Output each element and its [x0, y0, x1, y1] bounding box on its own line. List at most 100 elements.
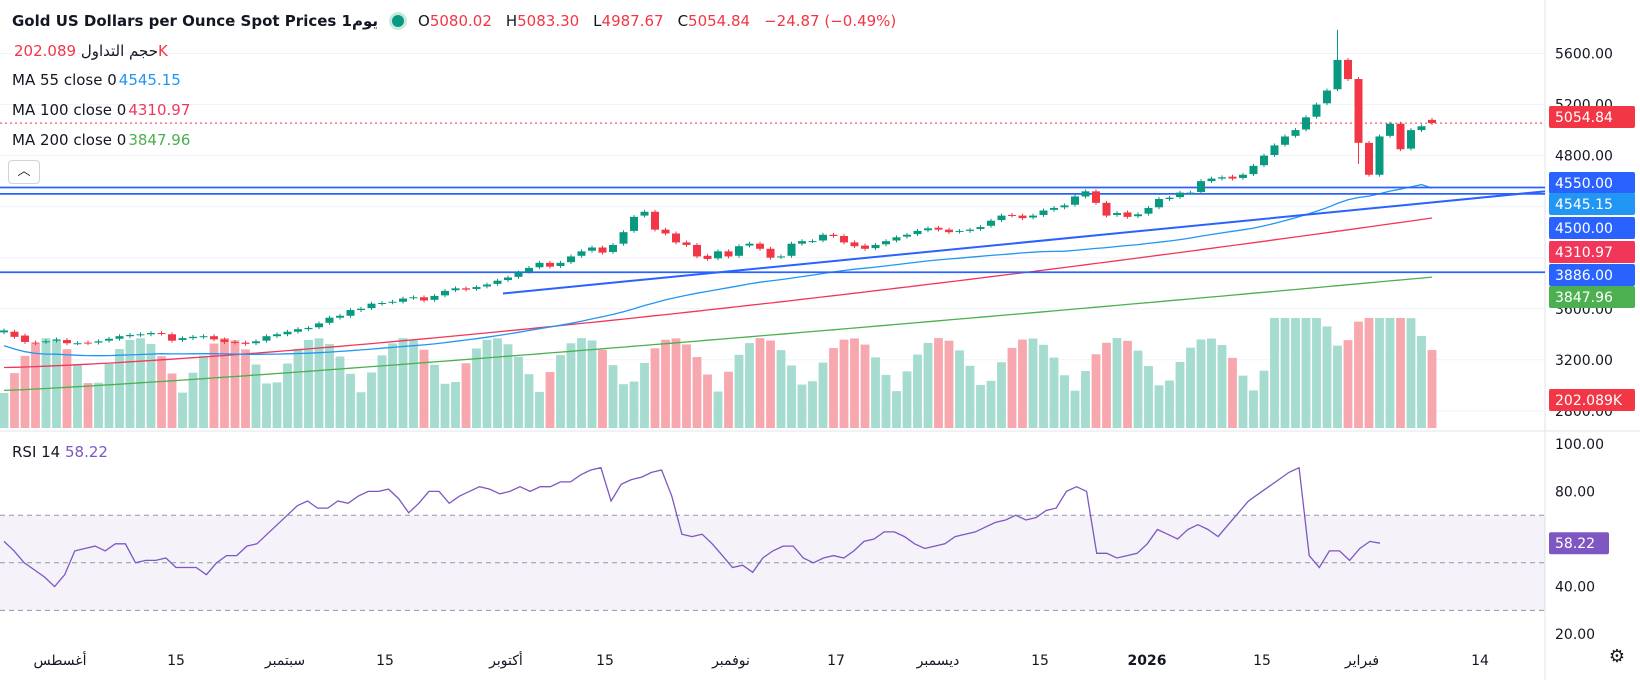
rsi-legend[interactable]: RSI 14 58.22	[12, 443, 108, 461]
volume-bar	[1196, 339, 1206, 428]
volume-bar	[1354, 321, 1363, 428]
price-axis-label: 3886.00	[1555, 268, 1613, 284]
candle-body	[1113, 213, 1121, 215]
volume-bar	[1144, 366, 1153, 428]
candle-body	[189, 336, 197, 339]
candle-body	[777, 256, 785, 258]
candle-body	[714, 251, 722, 259]
volume-bar	[1133, 350, 1143, 428]
volume-bar	[1186, 347, 1195, 428]
price-tick-label: 5600.00	[1555, 47, 1613, 63]
time-tick-label: 15	[167, 653, 185, 669]
candle-body	[483, 284, 491, 287]
volume-bar	[493, 338, 502, 428]
candle-body	[1375, 136, 1384, 175]
legend-ma55[interactable]: MA 55 close 0 4545.15	[12, 71, 181, 89]
volume-bar	[577, 338, 586, 428]
candle-body	[556, 262, 565, 267]
candle-body	[1323, 90, 1331, 104]
candle-body	[829, 234, 838, 237]
volume-bar	[724, 371, 733, 428]
volume-bar	[839, 339, 849, 428]
close-value: C5054.84	[677, 12, 751, 30]
volume-bar	[1007, 347, 1017, 428]
time-tick-label: 14	[1471, 653, 1489, 669]
legend-collapse-button[interactable]: ︿	[8, 160, 40, 184]
volume-bar	[535, 391, 544, 428]
symbol-title[interactable]: Gold US Dollars per Ounce Spot Prices يو…	[12, 12, 379, 30]
volume-bar	[419, 349, 429, 428]
candle-body	[336, 315, 344, 318]
volume-bar	[671, 338, 681, 428]
candle-body	[315, 323, 323, 328]
volume-bar	[1028, 338, 1038, 428]
volume-bar	[1039, 344, 1048, 428]
ma200-line	[3, 276, 1433, 392]
candle-body	[409, 297, 418, 299]
volume-bar	[346, 373, 355, 428]
candle-body	[703, 255, 712, 259]
volume-bar	[1049, 357, 1059, 428]
candle-body	[588, 247, 596, 251]
candle-body	[273, 334, 281, 337]
price-axis-label-bg	[1549, 193, 1635, 215]
candle-body	[147, 333, 155, 335]
candle-body	[661, 229, 670, 234]
candle-body	[1239, 174, 1247, 178]
candle-body	[1354, 79, 1363, 143]
candle-body	[378, 303, 386, 305]
volume-bar	[1112, 338, 1122, 428]
volume-bar	[860, 344, 870, 428]
volume-bar	[451, 381, 460, 428]
rsi-tick-label: 20.00	[1555, 627, 1595, 643]
rsi-tick-label: 40.00	[1555, 580, 1595, 596]
volume-bar	[787, 365, 796, 428]
candle-body	[451, 288, 460, 291]
candle-body	[945, 229, 953, 233]
volume-bar	[808, 381, 817, 428]
settings-icon[interactable]: ⚙	[1608, 646, 1626, 667]
candle-body	[241, 342, 250, 344]
rsi-axis-label-bg	[1549, 532, 1609, 555]
rsi-band	[0, 515, 1545, 611]
volume-bar	[73, 364, 82, 428]
candle-body	[472, 287, 481, 289]
time-tick-label: أغسطس	[33, 651, 86, 669]
candle-body	[1029, 215, 1037, 218]
legend-ma200[interactable]: MA 200 close 0 3847.96	[12, 131, 190, 149]
volume-bar	[115, 348, 124, 428]
volume-bar	[1301, 318, 1311, 428]
volume-bar	[913, 354, 922, 428]
candle-body	[640, 211, 649, 216]
legend-volume[interactable]: حجم التداول 202.089K	[12, 42, 168, 60]
candle-body	[861, 245, 869, 249]
time-tick-label: ديسمبر	[916, 653, 960, 669]
candle-body	[0, 330, 8, 333]
candle-body	[1302, 117, 1310, 130]
volume-bar	[104, 363, 114, 428]
candle-body	[52, 339, 61, 341]
volume-bar	[1091, 354, 1101, 428]
volume-bar	[283, 363, 292, 428]
price-axis-label: 4550.00	[1555, 176, 1613, 192]
volume-bar	[377, 355, 387, 428]
rsi-axis-label: 58.22	[1555, 536, 1595, 552]
candle-body	[1428, 119, 1436, 124]
volume-bar	[251, 364, 261, 428]
price-axis-label: 202.089K	[1555, 393, 1623, 409]
volume-bar	[146, 343, 156, 428]
legend-ma100[interactable]: MA 100 close 0 4310.97	[12, 101, 190, 119]
candle-body	[1333, 59, 1342, 90]
volume-bar	[94, 382, 103, 428]
volume-bar	[986, 380, 996, 428]
candle-body	[462, 288, 470, 290]
volume-bar	[703, 374, 712, 428]
volume-bar	[178, 392, 187, 428]
volume-bar	[199, 355, 208, 428]
candle-body	[546, 262, 554, 267]
ma200-label: MA 200 close 0	[12, 131, 127, 149]
candle-body	[735, 246, 743, 256]
candle-body	[955, 230, 964, 232]
volume-bar	[566, 343, 576, 428]
